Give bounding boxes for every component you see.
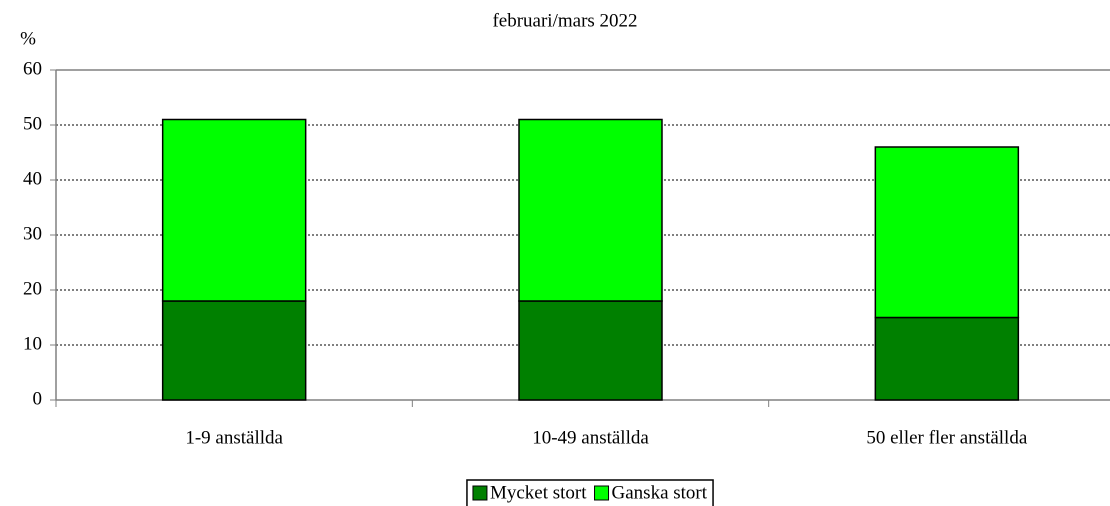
y-tick-label: 30	[23, 223, 42, 244]
bar-segment	[161, 118, 307, 302]
legend-swatch	[472, 485, 488, 501]
chart-subtitle: februari/mars 2022	[492, 10, 637, 31]
y-tick-label: 40	[23, 168, 42, 189]
x-tick-label: 50 eller fler anställda	[866, 427, 1027, 448]
legend-label: Mycket stort	[490, 482, 587, 503]
x-tick-label: 10-49 anställda	[532, 427, 649, 448]
y-tick-label: 20	[23, 278, 42, 299]
legend-box	[466, 479, 714, 506]
legend-label: Ganska stort	[612, 482, 708, 503]
bar-segment	[874, 146, 1020, 319]
legend-swatch	[594, 485, 610, 501]
bar-segment	[518, 118, 663, 302]
y-tick-label: 60	[23, 58, 42, 79]
bar-segment	[161, 300, 307, 401]
legend: Mycket stort Ganska stort	[466, 479, 714, 506]
x-tick-label: 1-9 anställda	[185, 427, 283, 448]
y-tick-label: 10	[23, 333, 42, 354]
y-tick-label: 50	[23, 113, 42, 134]
y-axis-label: %	[20, 28, 36, 49]
bar-segment	[518, 300, 663, 401]
bar-segment	[874, 316, 1020, 401]
y-tick-label: 0	[33, 388, 43, 409]
